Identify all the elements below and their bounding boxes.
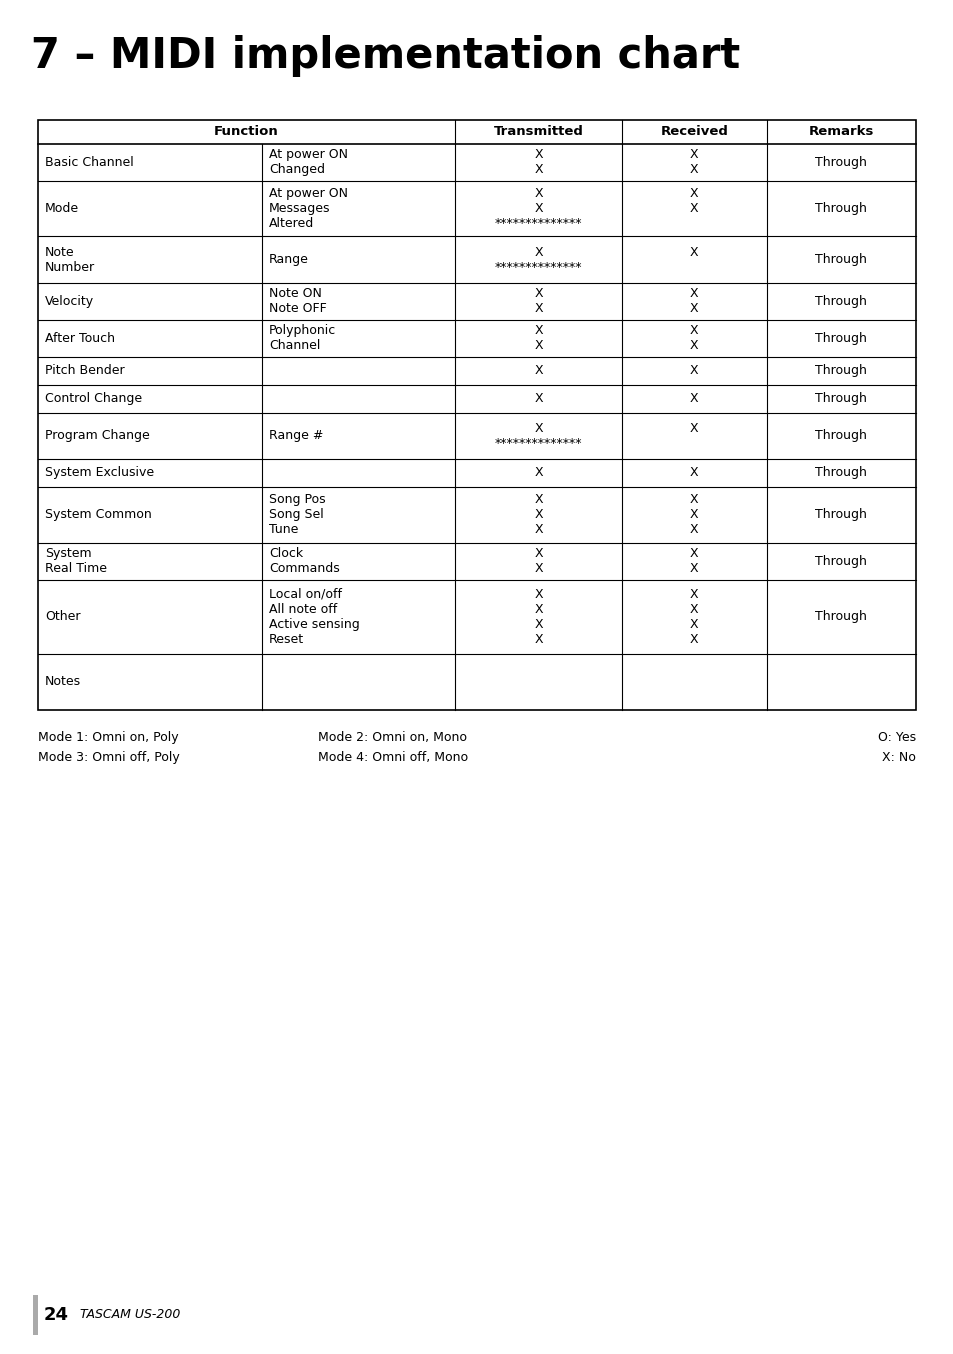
- Text: After Touch: After Touch: [45, 332, 115, 345]
- Text: X: X: [689, 245, 698, 274]
- Text: X
X
X: X X X: [534, 493, 542, 536]
- Text: Polyphonic
Channel: Polyphonic Channel: [269, 325, 335, 352]
- Text: Note
Number: Note Number: [45, 245, 95, 274]
- Text: Through: Through: [815, 202, 866, 215]
- Text: Through: Through: [815, 429, 866, 443]
- Text: X
**************: X **************: [495, 422, 581, 450]
- Text: Remarks: Remarks: [808, 125, 873, 138]
- Text: X
X: X X: [534, 547, 542, 575]
- Text: Function: Function: [213, 125, 278, 138]
- Text: X
X: X X: [689, 547, 698, 575]
- Text: Range: Range: [269, 253, 309, 267]
- Text: X
X: X X: [689, 325, 698, 352]
- Text: Control Change: Control Change: [45, 393, 142, 405]
- Text: 24: 24: [44, 1307, 69, 1324]
- Text: Mode 2: Omni on, Mono: Mode 2: Omni on, Mono: [317, 731, 467, 745]
- Text: TASCAM US-200: TASCAM US-200: [80, 1308, 180, 1322]
- Text: X: X: [534, 467, 542, 479]
- Text: X
X: X X: [689, 187, 698, 230]
- Text: System
Real Time: System Real Time: [45, 547, 107, 575]
- Text: Through: Through: [815, 253, 866, 267]
- Bar: [33, 1294, 38, 1335]
- Text: X
X: X X: [534, 287, 542, 315]
- Text: Through: Through: [815, 555, 866, 567]
- Text: X
X
X: X X X: [689, 493, 698, 536]
- Text: Through: Through: [815, 156, 866, 169]
- Text: X
X
X
X: X X X X: [534, 588, 542, 646]
- Text: Velocity: Velocity: [45, 295, 94, 307]
- Text: Through: Through: [815, 364, 866, 378]
- Text: Through: Through: [815, 295, 866, 307]
- Text: X: X: [689, 393, 698, 405]
- Text: 7 – MIDI implementation chart: 7 – MIDI implementation chart: [30, 35, 739, 77]
- Text: Mode 3: Omni off, Poly: Mode 3: Omni off, Poly: [38, 751, 179, 764]
- Text: X
X: X X: [534, 148, 542, 176]
- Text: X: X: [534, 393, 542, 405]
- Text: Basic Channel: Basic Channel: [45, 156, 133, 169]
- Text: X: X: [689, 364, 698, 378]
- Text: Mode 4: Omni off, Mono: Mode 4: Omni off, Mono: [317, 751, 468, 764]
- Text: X
X: X X: [534, 325, 542, 352]
- Text: Pitch Bender: Pitch Bender: [45, 364, 125, 378]
- Bar: [38, 119, 915, 709]
- Text: At power ON
Messages
Altered: At power ON Messages Altered: [269, 187, 348, 230]
- Text: X
X: X X: [689, 148, 698, 176]
- Text: Through: Through: [815, 611, 866, 623]
- Text: X
**************: X **************: [495, 245, 581, 274]
- Text: X: X: [689, 422, 698, 450]
- Text: X
X: X X: [689, 287, 698, 315]
- Text: Note ON
Note OFF: Note ON Note OFF: [269, 287, 326, 315]
- Text: Other: Other: [45, 611, 80, 623]
- Text: Clock
Commands: Clock Commands: [269, 547, 339, 575]
- Text: Notes: Notes: [45, 676, 81, 688]
- Text: Mode 1: Omni on, Poly: Mode 1: Omni on, Poly: [38, 731, 178, 745]
- Text: Range #: Range #: [269, 429, 323, 443]
- Text: X: X: [534, 364, 542, 378]
- Text: X
X
**************: X X **************: [495, 187, 581, 230]
- Text: At power ON
Changed: At power ON Changed: [269, 148, 348, 176]
- Text: System Exclusive: System Exclusive: [45, 467, 154, 479]
- Text: System Common: System Common: [45, 508, 152, 521]
- Text: Local on/off
All note off
Active sensing
Reset: Local on/off All note off Active sensing…: [269, 588, 359, 646]
- Text: X: No: X: No: [882, 751, 915, 764]
- Text: Mode: Mode: [45, 202, 79, 215]
- Text: Through: Through: [815, 508, 866, 521]
- Text: Received: Received: [659, 125, 727, 138]
- Text: Song Pos
Song Sel
Tune: Song Pos Song Sel Tune: [269, 493, 325, 536]
- Text: O: Yes: O: Yes: [877, 731, 915, 745]
- Text: Program Change: Program Change: [45, 429, 150, 443]
- Text: Through: Through: [815, 393, 866, 405]
- Text: X
X
X
X: X X X X: [689, 588, 698, 646]
- Text: X: X: [689, 467, 698, 479]
- Text: Through: Through: [815, 467, 866, 479]
- Text: Transmitted: Transmitted: [493, 125, 583, 138]
- Text: Through: Through: [815, 332, 866, 345]
